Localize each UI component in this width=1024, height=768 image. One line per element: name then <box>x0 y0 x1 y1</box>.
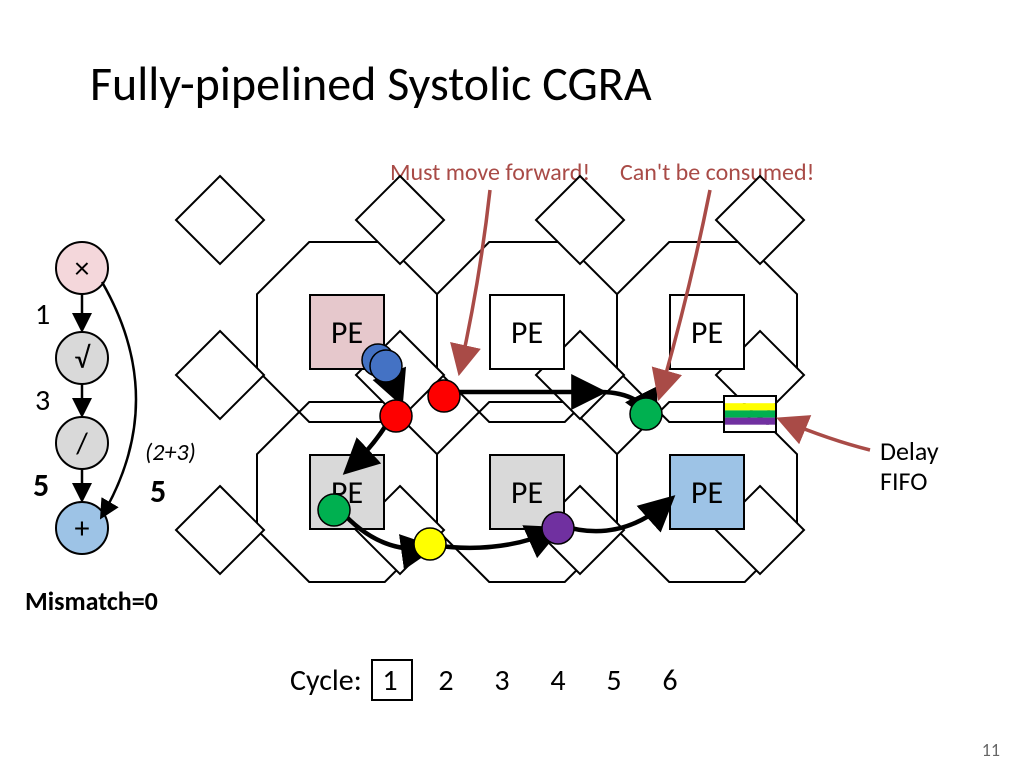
switch-diamond <box>356 176 444 264</box>
token-dot <box>428 380 460 412</box>
slide-title: Fully-pipelined Systolic CGRA <box>90 54 652 113</box>
pe-label: PE <box>511 313 543 352</box>
calc-label: (2+3) <box>145 438 196 467</box>
fifo-band <box>724 418 776 425</box>
annot-arrow <box>460 190 490 370</box>
switch-diamond <box>176 176 264 264</box>
token-dot <box>414 528 446 560</box>
annot-cant-consume: Can't be consumed! <box>620 158 814 187</box>
switch-diamond <box>716 176 804 264</box>
fifo-band <box>724 410 776 417</box>
pe-label: PE <box>511 473 543 512</box>
pe-label: PE <box>691 473 723 512</box>
cycle-label: Cycle: <box>290 662 362 699</box>
switch-diamond <box>536 176 624 264</box>
fifo-band <box>724 403 776 410</box>
mismatch-label: Mismatch=0 <box>25 585 158 617</box>
cycle-number[interactable]: 2 <box>438 662 453 699</box>
dfg-node-label: √ <box>75 340 92 377</box>
token-dot <box>542 512 574 544</box>
page-number: 11 <box>982 739 1000 761</box>
fifo-band <box>724 425 776 432</box>
fifo-band <box>724 396 776 403</box>
pe-label: PE <box>331 313 363 352</box>
dfg-node-label: × <box>75 250 90 287</box>
annot-delay-fifo: Delay <box>880 435 939 467</box>
dfg-edge-weight: 1 <box>35 296 50 333</box>
token-dot <box>318 494 350 526</box>
dfg-node-label: + <box>75 510 90 547</box>
dfg-edge-weight: 5 <box>150 472 166 511</box>
cycle-number[interactable]: 6 <box>662 662 677 699</box>
switch-diamond <box>176 486 264 574</box>
annot-move-forward: Must move forward! <box>390 158 590 187</box>
token-dot <box>370 350 402 382</box>
cycle-number[interactable]: 4 <box>550 662 565 699</box>
dfg-edge-weight: 5 <box>33 466 49 505</box>
annot-arrow <box>782 420 870 450</box>
dfg-edge-weight: 3 <box>35 382 50 419</box>
token-dot <box>630 398 662 430</box>
dfg-bypass-edge <box>102 282 136 516</box>
slide-canvas: Fully-pipelined Systolic CGRA Must move f… <box>0 0 1024 768</box>
dfg-node-label: / <box>75 425 88 462</box>
cycle-number[interactable]: 3 <box>494 662 509 699</box>
annot-delay-fifo: FIFO <box>880 465 927 497</box>
pe-label: PE <box>691 313 723 352</box>
cycle-number[interactable]: 1 <box>382 662 397 699</box>
token-dot <box>380 400 412 432</box>
cycle-number[interactable]: 5 <box>606 662 621 699</box>
switch-diamond <box>176 331 264 419</box>
